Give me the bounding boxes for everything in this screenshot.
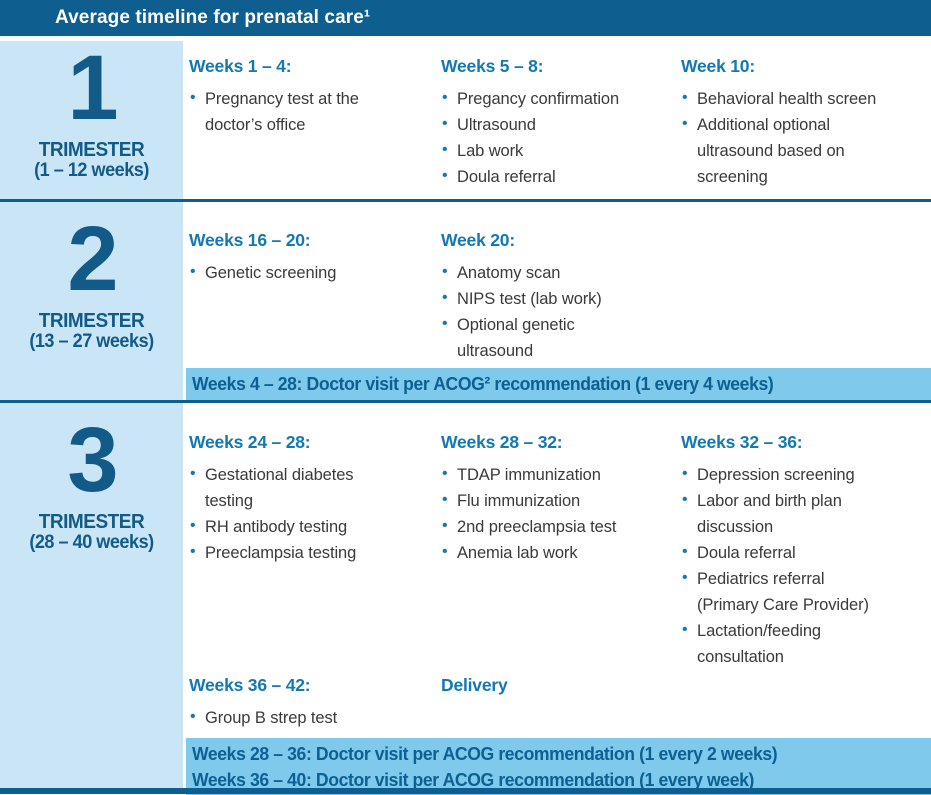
acog-banner-text: Weeks 4 – 28: Doctor visit per ACOG² rec… (192, 373, 774, 394)
trimester-2-col-week-20: Week 20: Anatomy scan NIPS test (lab wor… (441, 230, 681, 368)
acog-banner-text-line-2: Weeks 36 – 40: Doctor visit per ACOG rec… (192, 768, 754, 790)
bullet-item: 2nd preeclampsia test (441, 513, 636, 540)
bullet-item: Doula referral (681, 539, 886, 566)
panel-gutter (183, 41, 186, 199)
trimester-2-content: Weeks 16 – 20: Genetic screening Week 20… (186, 202, 931, 400)
bullet-list: Pregancy confirmation Ultrasound Lab wor… (441, 85, 636, 190)
delivery-heading: Delivery (441, 675, 508, 695)
week-heading: Week 10: (681, 56, 755, 76)
trimester-3-section: 3 TRIMESTER (28 – 40 weeks) Weeks 24 – 2… (0, 403, 931, 795)
trimester-3-content: Weeks 24 – 28: Gestational diabetes test… (186, 403, 931, 795)
bullet-list: Behavioral health screen Additional opti… (681, 85, 886, 190)
week-heading: Weeks 32 – 36: (681, 432, 803, 452)
week-heading: Week 20: (441, 230, 515, 250)
week-heading: Weeks 5 – 8: (441, 56, 544, 76)
bullet-list: Depression screening Labor and birth pla… (681, 461, 886, 670)
acog-banner-weeks-4-28: Weeks 4 – 28: Doctor visit per ACOG² rec… (186, 368, 931, 400)
bullet-item: Labor and birth plan discussion (681, 487, 886, 540)
bullet-item: NIPS test (lab work) (441, 285, 636, 312)
bullet-item: Anemia lab work (441, 539, 636, 566)
trimester-1-section: 1 TRIMESTER (1 – 12 weeks) Weeks 1 – 4: … (0, 41, 931, 199)
bullet-list: Gestational diabetes testing RH antibody… (189, 461, 396, 566)
trimester-2-section: 2 TRIMESTER (13 – 27 weeks) Weeks 16 – 2… (0, 202, 931, 400)
trimester-1-columns: Weeks 1 – 4: Pregnancy test at the docto… (186, 41, 931, 199)
trimester-3-number: 3 (67, 409, 118, 511)
trimester-2-col-empty (681, 230, 931, 368)
section-divider (0, 400, 931, 403)
trimester-1-col-weeks-1-4: Weeks 1 – 4: Pregnancy test at the docto… (189, 56, 441, 199)
bullet-item: Lactation/feeding consultation (681, 617, 886, 670)
bullet-item: Pregancy confirmation (441, 85, 636, 112)
section-divider (0, 199, 931, 202)
bullet-item: Preeclampsia testing (189, 539, 396, 566)
bullet-item: Lab work (441, 137, 636, 164)
header-gap (0, 36, 931, 41)
trimester-3-col-weeks-28-32: Weeks 28 – 32: TDAP immunization Flu imm… (441, 432, 681, 670)
trimester-1-label: TRIMESTER (38, 139, 145, 162)
week-heading: Weeks 1 – 4: (189, 56, 292, 76)
bullet-item: Anatomy scan (441, 259, 636, 286)
trimester-2-number: 2 (67, 208, 118, 310)
trimester-1-col-weeks-5-8: Weeks 5 – 8: Pregancy confirmation Ultra… (441, 56, 681, 199)
trimester-2-col-weeks-16-20: Weeks 16 – 20: Genetic screening (189, 230, 441, 368)
bullet-item: RH antibody testing (189, 513, 396, 540)
week-heading: Weeks 36 – 42: (189, 675, 311, 695)
bullet-item: TDAP immunization (441, 461, 636, 488)
bullet-item: Pregnancy test at the doctor’s office (189, 85, 396, 138)
trimester-3-col-weeks-36-42: Weeks 36 – 42: Group B strep test (189, 675, 441, 738)
bullet-list: Group B strep test (189, 704, 396, 731)
bullet-item: Behavioral health screen (681, 85, 886, 112)
bullet-item: Ultrasound (441, 111, 636, 138)
bullet-item: Depression screening (681, 461, 886, 488)
trimester-3-range: (28 – 40 weeks) (29, 532, 154, 554)
bullet-item: Optional genetic ultrasound (441, 311, 636, 364)
bullet-item: Pediatrics referral (Primary Care Provid… (681, 565, 886, 618)
trimester-3-label: TRIMESTER (38, 511, 145, 534)
trimester-3-col-empty (681, 675, 931, 738)
bullet-item: Additional optional ultrasound based on … (681, 111, 886, 190)
bullet-item: Genetic screening (189, 259, 396, 286)
bullet-list: Anatomy scan NIPS test (lab work) Option… (441, 259, 636, 364)
bullet-item: Gestational diabetes testing (189, 461, 396, 514)
trimester-2-label: TRIMESTER (38, 310, 145, 333)
trimester-3-columns: Weeks 24 – 28: Gestational diabetes test… (186, 403, 931, 670)
bullet-list: Pregnancy test at the doctor’s office (189, 85, 396, 138)
trimester-1-col-week-10: Week 10: Behavioral health screen Additi… (681, 56, 931, 199)
bullet-list: TDAP immunization Flu immunization 2nd p… (441, 461, 636, 566)
trimester-1-range: (1 – 12 weeks) (34, 160, 149, 182)
bullet-item: Doula referral (441, 163, 636, 190)
trimester-1-number: 1 (67, 37, 118, 139)
bullet-item: Flu immunization (441, 487, 636, 514)
trimester-3-columns-row-2: Weeks 36 – 42: Group B strep test Delive… (186, 670, 931, 738)
document-title: Average timeline for prenatal care¹ (55, 7, 371, 28)
trimester-3-panel: 3 TRIMESTER (28 – 40 weeks) (0, 403, 183, 788)
bottom-border-strip (0, 788, 931, 794)
trimester-2-columns: Weeks 16 – 20: Genetic screening Week 20… (186, 202, 931, 368)
trimester-3-col-weeks-32-36: Weeks 32 – 36: Depression screening Labo… (681, 432, 931, 670)
bullet-list: Genetic screening (189, 259, 396, 286)
acog-banner-weeks-28-40: Weeks 28 – 36: Doctor visit per ACOG rec… (186, 738, 931, 795)
panel-gutter (183, 403, 186, 788)
trimester-2-range: (13 – 27 weeks) (29, 331, 154, 353)
acog-banner-text-line-1: Weeks 28 – 36: Doctor visit per ACOG rec… (192, 742, 778, 764)
trimester-2-panel: 2 TRIMESTER (13 – 27 weeks) (0, 202, 183, 400)
week-heading: Weeks 28 – 32: (441, 432, 563, 452)
trimester-1-panel: 1 TRIMESTER (1 – 12 weeks) (0, 41, 183, 199)
panel-gutter (183, 202, 186, 400)
document-header-bar: Average timeline for prenatal care¹ (0, 0, 931, 36)
week-heading: Weeks 16 – 20: (189, 230, 311, 250)
trimester-3-col-delivery: Delivery (441, 675, 681, 738)
week-heading: Weeks 24 – 28: (189, 432, 311, 452)
trimester-1-content: Weeks 1 – 4: Pregnancy test at the docto… (186, 41, 931, 199)
trimester-3-col-weeks-24-28: Weeks 24 – 28: Gestational diabetes test… (189, 432, 441, 670)
bullet-item: Group B strep test (189, 704, 396, 731)
